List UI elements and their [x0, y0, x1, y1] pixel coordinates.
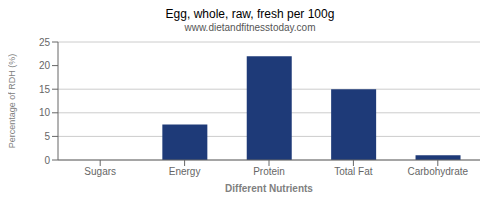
svg-text:0: 0 [44, 155, 50, 166]
svg-text:20: 20 [39, 60, 51, 71]
svg-text:5: 5 [44, 131, 50, 142]
svg-text:10: 10 [39, 107, 51, 118]
svg-text:Percentage of RDH (%): Percentage of RDH (%) [8, 54, 17, 149]
svg-text:Sugars: Sugars [84, 166, 116, 177]
html-text:Egg, whole, raw, fresh per 100: Egg, whole, raw, fresh per 100g [165, 7, 335, 21]
svg-text:Protein: Protein [253, 166, 285, 177]
svg-text:15: 15 [39, 84, 51, 95]
svg-text:Energy: Energy [169, 166, 201, 177]
svg-text:Total Fat: Total Fat [334, 166, 373, 177]
svg-text:25: 25 [39, 37, 51, 48]
html-text:www.dietandfitnesstoday.com: www.dietandfitnesstoday.com [184, 21, 316, 33]
svg-text:Carbohydrate: Carbohydrate [408, 166, 469, 177]
svg-text:Different Nutrients: Different Nutrients [225, 183, 313, 192]
